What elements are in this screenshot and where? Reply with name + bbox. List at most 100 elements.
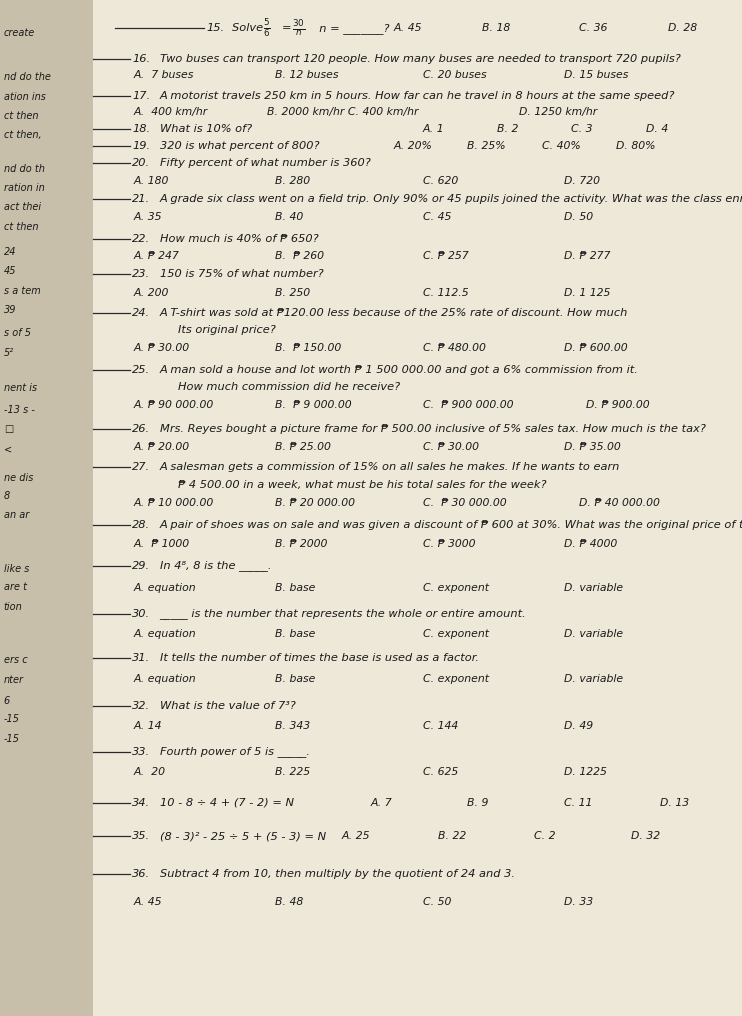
Text: C. 112.5: C. 112.5 xyxy=(423,288,468,298)
Text: It tells the number of times the base is used as a factor.: It tells the number of times the base is… xyxy=(160,653,479,663)
Text: 34.: 34. xyxy=(132,798,150,808)
Text: D. ₱ 4000: D. ₱ 4000 xyxy=(564,538,617,549)
Text: A. 25: A. 25 xyxy=(341,831,370,841)
Text: Its original price?: Its original price? xyxy=(178,325,276,335)
Text: A.  7 buses: A. 7 buses xyxy=(134,70,194,80)
Text: 35.: 35. xyxy=(132,831,150,841)
Text: B. 12 buses: B. 12 buses xyxy=(275,70,338,80)
Text: nd do th: nd do th xyxy=(4,164,45,174)
Text: C. 11: C. 11 xyxy=(564,798,592,808)
Text: B. 18: B. 18 xyxy=(482,23,510,34)
Text: -13 s -: -13 s - xyxy=(4,405,35,416)
Text: C. exponent: C. exponent xyxy=(423,674,489,684)
Text: D. 33: D. 33 xyxy=(564,897,593,907)
Text: Fourth power of 5 is _____.: Fourth power of 5 is _____. xyxy=(160,747,309,757)
Text: A. equation: A. equation xyxy=(134,629,196,639)
Text: 8: 8 xyxy=(4,491,10,501)
Text: nent is: nent is xyxy=(4,383,37,393)
Text: 6: 6 xyxy=(4,696,10,706)
Text: 26.: 26. xyxy=(132,424,150,434)
Text: <: < xyxy=(4,444,12,454)
Text: D. 15 buses: D. 15 buses xyxy=(564,70,628,80)
Text: (8 - 3)² - 25 ÷ 5 + (5 - 3) = N: (8 - 3)² - 25 ÷ 5 + (5 - 3) = N xyxy=(160,831,326,841)
Text: 25.: 25. xyxy=(132,365,150,375)
Text: C. 45: C. 45 xyxy=(423,212,451,223)
Text: B.  ₱ 150.00: B. ₱ 150.00 xyxy=(275,343,341,354)
Text: B. 250: B. 250 xyxy=(275,288,309,298)
Text: D. 1225: D. 1225 xyxy=(564,767,607,777)
Text: C. 625: C. 625 xyxy=(423,767,459,777)
Text: A motorist travels 250 km in 5 hours. How far can he travel in 8 hours at the sa: A motorist travels 250 km in 5 hours. Ho… xyxy=(160,90,675,101)
Text: B. ₱ 2000: B. ₱ 2000 xyxy=(275,538,327,549)
Text: B. 2000 km/hr C. 400 km/hr: B. 2000 km/hr C. 400 km/hr xyxy=(267,107,418,117)
Text: s of 5: s of 5 xyxy=(4,328,30,338)
Text: 45: 45 xyxy=(4,266,16,276)
Text: B. 22: B. 22 xyxy=(438,831,466,841)
Text: -15: -15 xyxy=(4,714,20,724)
Text: C. 50: C. 50 xyxy=(423,897,451,907)
Text: ers c: ers c xyxy=(4,655,27,665)
Text: B.  ₱ 260: B. ₱ 260 xyxy=(275,251,324,261)
Text: 21.: 21. xyxy=(132,194,150,204)
Text: A. 1: A. 1 xyxy=(423,124,444,134)
Text: 320 is what percent of 800?: 320 is what percent of 800? xyxy=(160,141,319,151)
Text: like s: like s xyxy=(4,564,29,574)
Text: B. 343: B. 343 xyxy=(275,721,309,732)
Text: 36.: 36. xyxy=(132,869,150,879)
Text: B. ₱ 25.00: B. ₱ 25.00 xyxy=(275,442,330,452)
Text: 22.: 22. xyxy=(132,234,150,244)
Text: D. variable: D. variable xyxy=(564,674,623,684)
Text: A. ₱ 20.00: A. ₱ 20.00 xyxy=(134,442,190,452)
Text: D. 49: D. 49 xyxy=(564,721,593,732)
Text: D. 80%: D. 80% xyxy=(616,141,655,151)
Text: C. 3: C. 3 xyxy=(571,124,593,134)
Text: -15: -15 xyxy=(4,734,20,744)
Text: D. 13: D. 13 xyxy=(660,798,689,808)
Text: 31.: 31. xyxy=(132,653,150,663)
Text: A. 35: A. 35 xyxy=(134,212,162,223)
Text: A T-shirt was sold at ₱120.00 less because of the 25% rate of discount. How much: A T-shirt was sold at ₱120.00 less becau… xyxy=(160,308,628,318)
Text: Solve: Solve xyxy=(232,23,270,34)
Text: C. 620: C. 620 xyxy=(423,176,459,186)
Text: ct then: ct then xyxy=(4,221,38,232)
Text: B. 9: B. 9 xyxy=(467,798,489,808)
Text: C. exponent: C. exponent xyxy=(423,583,489,593)
Text: B. 48: B. 48 xyxy=(275,897,303,907)
Text: B. base: B. base xyxy=(275,629,315,639)
Text: C. 144: C. 144 xyxy=(423,721,459,732)
Text: C.  ₱ 900 000.00: C. ₱ 900 000.00 xyxy=(423,400,513,410)
Text: D. 50: D. 50 xyxy=(564,212,593,223)
Text: 150 is 75% of what number?: 150 is 75% of what number? xyxy=(160,269,324,279)
Text: A. ₱ 30.00: A. ₱ 30.00 xyxy=(134,343,190,354)
Text: D. 720: D. 720 xyxy=(564,176,600,186)
Text: D. ₱ 277: D. ₱ 277 xyxy=(564,251,610,261)
Text: A. 200: A. 200 xyxy=(134,288,169,298)
Text: C. ₱ 30.00: C. ₱ 30.00 xyxy=(423,442,479,452)
Text: Mrs. Reyes bought a picture frame for ₱ 500.00 inclusive of 5% sales tax. How mu: Mrs. Reyes bought a picture frame for ₱ … xyxy=(160,424,706,434)
Text: C. 20 buses: C. 20 buses xyxy=(423,70,487,80)
Text: ₱ 4 500.00 in a week, what must be his total sales for the week?: ₱ 4 500.00 in a week, what must be his t… xyxy=(178,480,547,490)
Text: 30.: 30. xyxy=(132,609,150,619)
Bar xyxy=(0,0,100,1016)
Text: What is the value of 7³?: What is the value of 7³? xyxy=(160,701,295,711)
Text: 5²: 5² xyxy=(4,347,14,358)
Text: A grade six class went on a field trip. Only 90% or 45 pupils joined the activit: A grade six class went on a field trip. … xyxy=(160,194,742,204)
Text: 19.: 19. xyxy=(132,141,150,151)
Text: B. 2: B. 2 xyxy=(497,124,519,134)
Text: C. ₱ 3000: C. ₱ 3000 xyxy=(423,538,476,549)
Text: _____ is the number that represents the whole or entire amount.: _____ is the number that represents the … xyxy=(160,609,526,619)
Text: A.  20: A. 20 xyxy=(134,767,165,777)
Text: 28.: 28. xyxy=(132,520,150,530)
Text: an ar: an ar xyxy=(4,510,29,520)
Text: D. variable: D. variable xyxy=(564,629,623,639)
Text: A. ₱ 10 000.00: A. ₱ 10 000.00 xyxy=(134,498,214,508)
Text: s a tem: s a tem xyxy=(4,285,41,296)
Text: B. 280: B. 280 xyxy=(275,176,309,186)
Text: 18.: 18. xyxy=(132,124,150,134)
Text: 16.: 16. xyxy=(132,54,150,64)
Text: ration in: ration in xyxy=(4,183,45,193)
Text: A. ₱ 90 000.00: A. ₱ 90 000.00 xyxy=(134,400,214,410)
Text: D. 1250 km/hr: D. 1250 km/hr xyxy=(519,107,597,117)
Text: $\frac{5}{6}$: $\frac{5}{6}$ xyxy=(263,17,271,40)
Text: 17.: 17. xyxy=(132,90,150,101)
